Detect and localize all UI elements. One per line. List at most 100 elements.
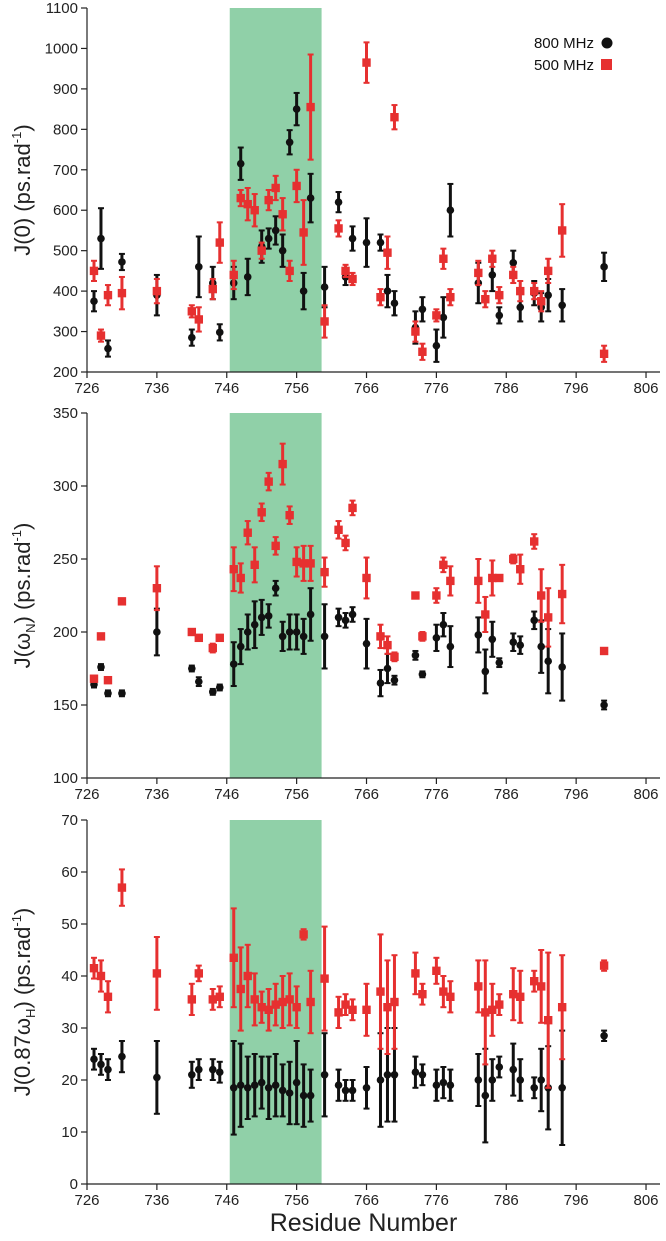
y-tick-label: 700 [53,162,78,179]
data-point-800 [188,664,196,673]
data-point-500 [187,627,197,637]
data-point-500 [481,295,490,304]
panel-j087wh: 0 10 20 30 40 50 60 70 726 736 746 756 766 776 786 796 8… [9,812,660,1209]
data-point-500 [152,969,162,978]
data-point-500 [446,292,455,302]
data-point-800 [495,1063,504,1071]
data-point-500 [530,537,539,546]
data-point-500 [439,560,448,570]
data-point-800 [278,1086,287,1095]
data-point-800 [118,258,126,266]
data-point-500 [383,248,392,257]
data-point-500 [543,613,553,622]
data-point-800 [320,283,329,291]
data-point-800 [188,1071,196,1079]
data-point-500 [117,288,127,298]
data-point-500 [557,589,567,599]
data-point-800 [383,287,392,295]
data-point-800 [208,688,217,696]
data-point-500 [341,1000,350,1009]
data-point-500 [516,992,525,1001]
data-point-800 [306,610,315,619]
data-point-800 [264,1084,273,1092]
data-point-800 [509,259,518,267]
data-point-800 [544,291,552,299]
data-point-500 [481,610,490,619]
data-point-500 [117,883,127,892]
y-tick-label: 1000 [45,40,78,57]
x-tick-label: 736 [144,1192,169,1209]
y-tick-label: 100 [53,770,78,787]
y-axis-label: J(0.87ωH) (ps.rad-1) [9,908,38,1097]
data-point-800 [516,1076,525,1084]
data-point-800 [439,620,448,629]
data-point-800 [97,663,105,671]
data-point-500 [299,228,308,237]
y-tick-label: 300 [53,324,78,341]
data-point-800 [271,1081,280,1089]
data-point-800 [285,138,294,147]
y-tick-label: 60 [61,864,78,881]
data-point-500 [187,307,197,316]
data-point-500 [376,987,385,996]
data-point-500 [243,199,252,209]
panel-j0: 200 300 400 500 600 700 800 900 1000 1100 726 736 74… [9,0,660,397]
data-point-500 [418,632,427,641]
data-point-500 [488,573,497,583]
data-point-500 [495,573,504,583]
data-point-800 [390,299,399,308]
data-point-800 [195,1065,203,1074]
data-point-800 [292,628,301,636]
data-point-800 [320,1071,329,1079]
data-point-500 [362,58,371,67]
data-point-500 [509,270,518,280]
data-point-800 [285,1089,294,1097]
data-point-800 [195,263,203,271]
x-tick-label: 726 [74,380,99,397]
y-tick-label: 350 [53,405,78,422]
data-point-800 [481,1091,490,1100]
data-point-500 [215,992,224,1001]
data-point-500 [250,206,259,215]
data-point-500 [96,331,106,340]
data-point-800 [306,194,315,202]
data-point-800 [411,1068,420,1076]
y-tick-label: 250 [53,551,78,568]
data-point-800 [390,676,399,684]
data-point-500 [229,270,238,280]
data-point-500 [250,995,259,1004]
data-point-800 [320,632,329,641]
data-point-500 [271,183,280,193]
y-tick-label: 20 [61,1072,78,1089]
data-point-500 [306,559,315,568]
data-point-800 [600,701,608,709]
data-point-500 [390,652,399,662]
data-point-800 [348,234,357,243]
data-point-500 [341,538,350,548]
data-point-500 [103,290,113,300]
data-point-500 [432,591,441,600]
data-point-800 [432,634,441,642]
data-point-500 [264,1005,273,1014]
data-point-800 [97,234,105,243]
data-point-800 [488,271,497,279]
data-marks [89,442,609,711]
data-point-800 [229,660,238,668]
data-point-800 [229,1084,238,1092]
data-point-800 [215,683,224,692]
data-point-500 [257,508,266,517]
x-tick-label: 736 [144,380,169,397]
data-point-500 [390,113,399,122]
data-point-800 [271,584,280,592]
x-tick-label: 746 [214,786,239,803]
data-point-500 [509,990,518,999]
data-point-500 [432,311,441,320]
data-point-800 [90,1055,98,1063]
data-point-500 [376,292,385,302]
data-point-800 [418,305,427,314]
y-tick-label: 800 [53,121,78,138]
y-axis-label: J(0) (ps.rad-1) [9,124,35,255]
y-tick-label: 400 [53,283,78,300]
x-tick-label: 796 [564,380,589,397]
